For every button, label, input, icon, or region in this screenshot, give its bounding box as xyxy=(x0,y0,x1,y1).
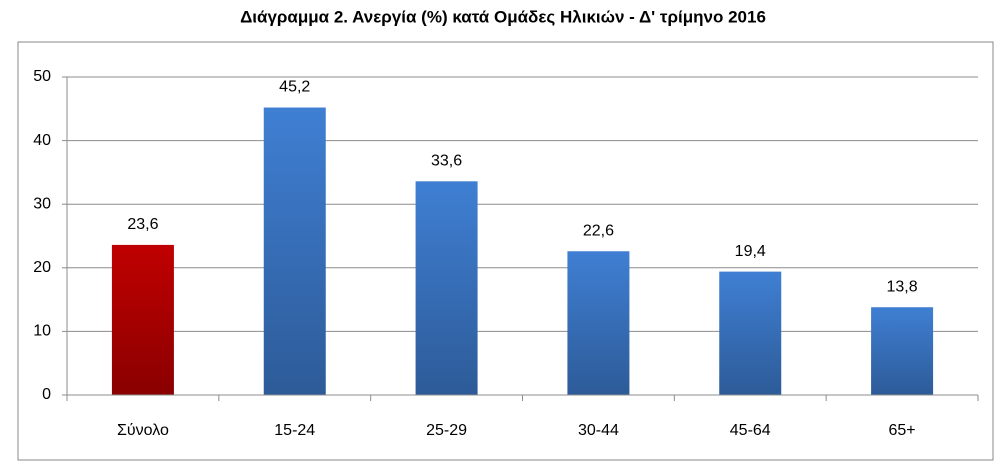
value-label: 23,6 xyxy=(127,216,158,233)
y-tick-label: 30 xyxy=(33,195,51,212)
bar xyxy=(871,307,934,395)
x-tick-label: Σύνολο xyxy=(117,422,169,439)
bar xyxy=(567,251,630,395)
value-label: 45,2 xyxy=(279,79,310,96)
bar xyxy=(719,271,782,395)
y-tick-label: 40 xyxy=(33,132,51,149)
y-tick-label: 20 xyxy=(33,259,51,276)
value-label: 22,6 xyxy=(583,222,614,239)
y-tick-label: 0 xyxy=(42,386,51,403)
x-tick-label: 15-24 xyxy=(274,422,315,439)
y-tick-label: 50 xyxy=(33,68,51,85)
x-tick-label: 65+ xyxy=(889,422,916,439)
value-label: 13,8 xyxy=(887,278,918,295)
value-label: 19,4 xyxy=(735,243,766,260)
bar xyxy=(415,181,478,395)
x-tick-label: 30-44 xyxy=(578,422,619,439)
x-tick-label: 45-64 xyxy=(730,422,771,439)
bar xyxy=(263,107,326,395)
y-tick-label: 10 xyxy=(33,323,51,340)
bar xyxy=(111,244,174,395)
value-label: 33,6 xyxy=(431,153,462,170)
chart-frame xyxy=(17,41,994,461)
chart-title: Διάγραμμα 2. Ανεργία (%) κατά Ομάδες Ηλι… xyxy=(240,7,766,26)
x-tick-label: 25-29 xyxy=(426,422,467,439)
